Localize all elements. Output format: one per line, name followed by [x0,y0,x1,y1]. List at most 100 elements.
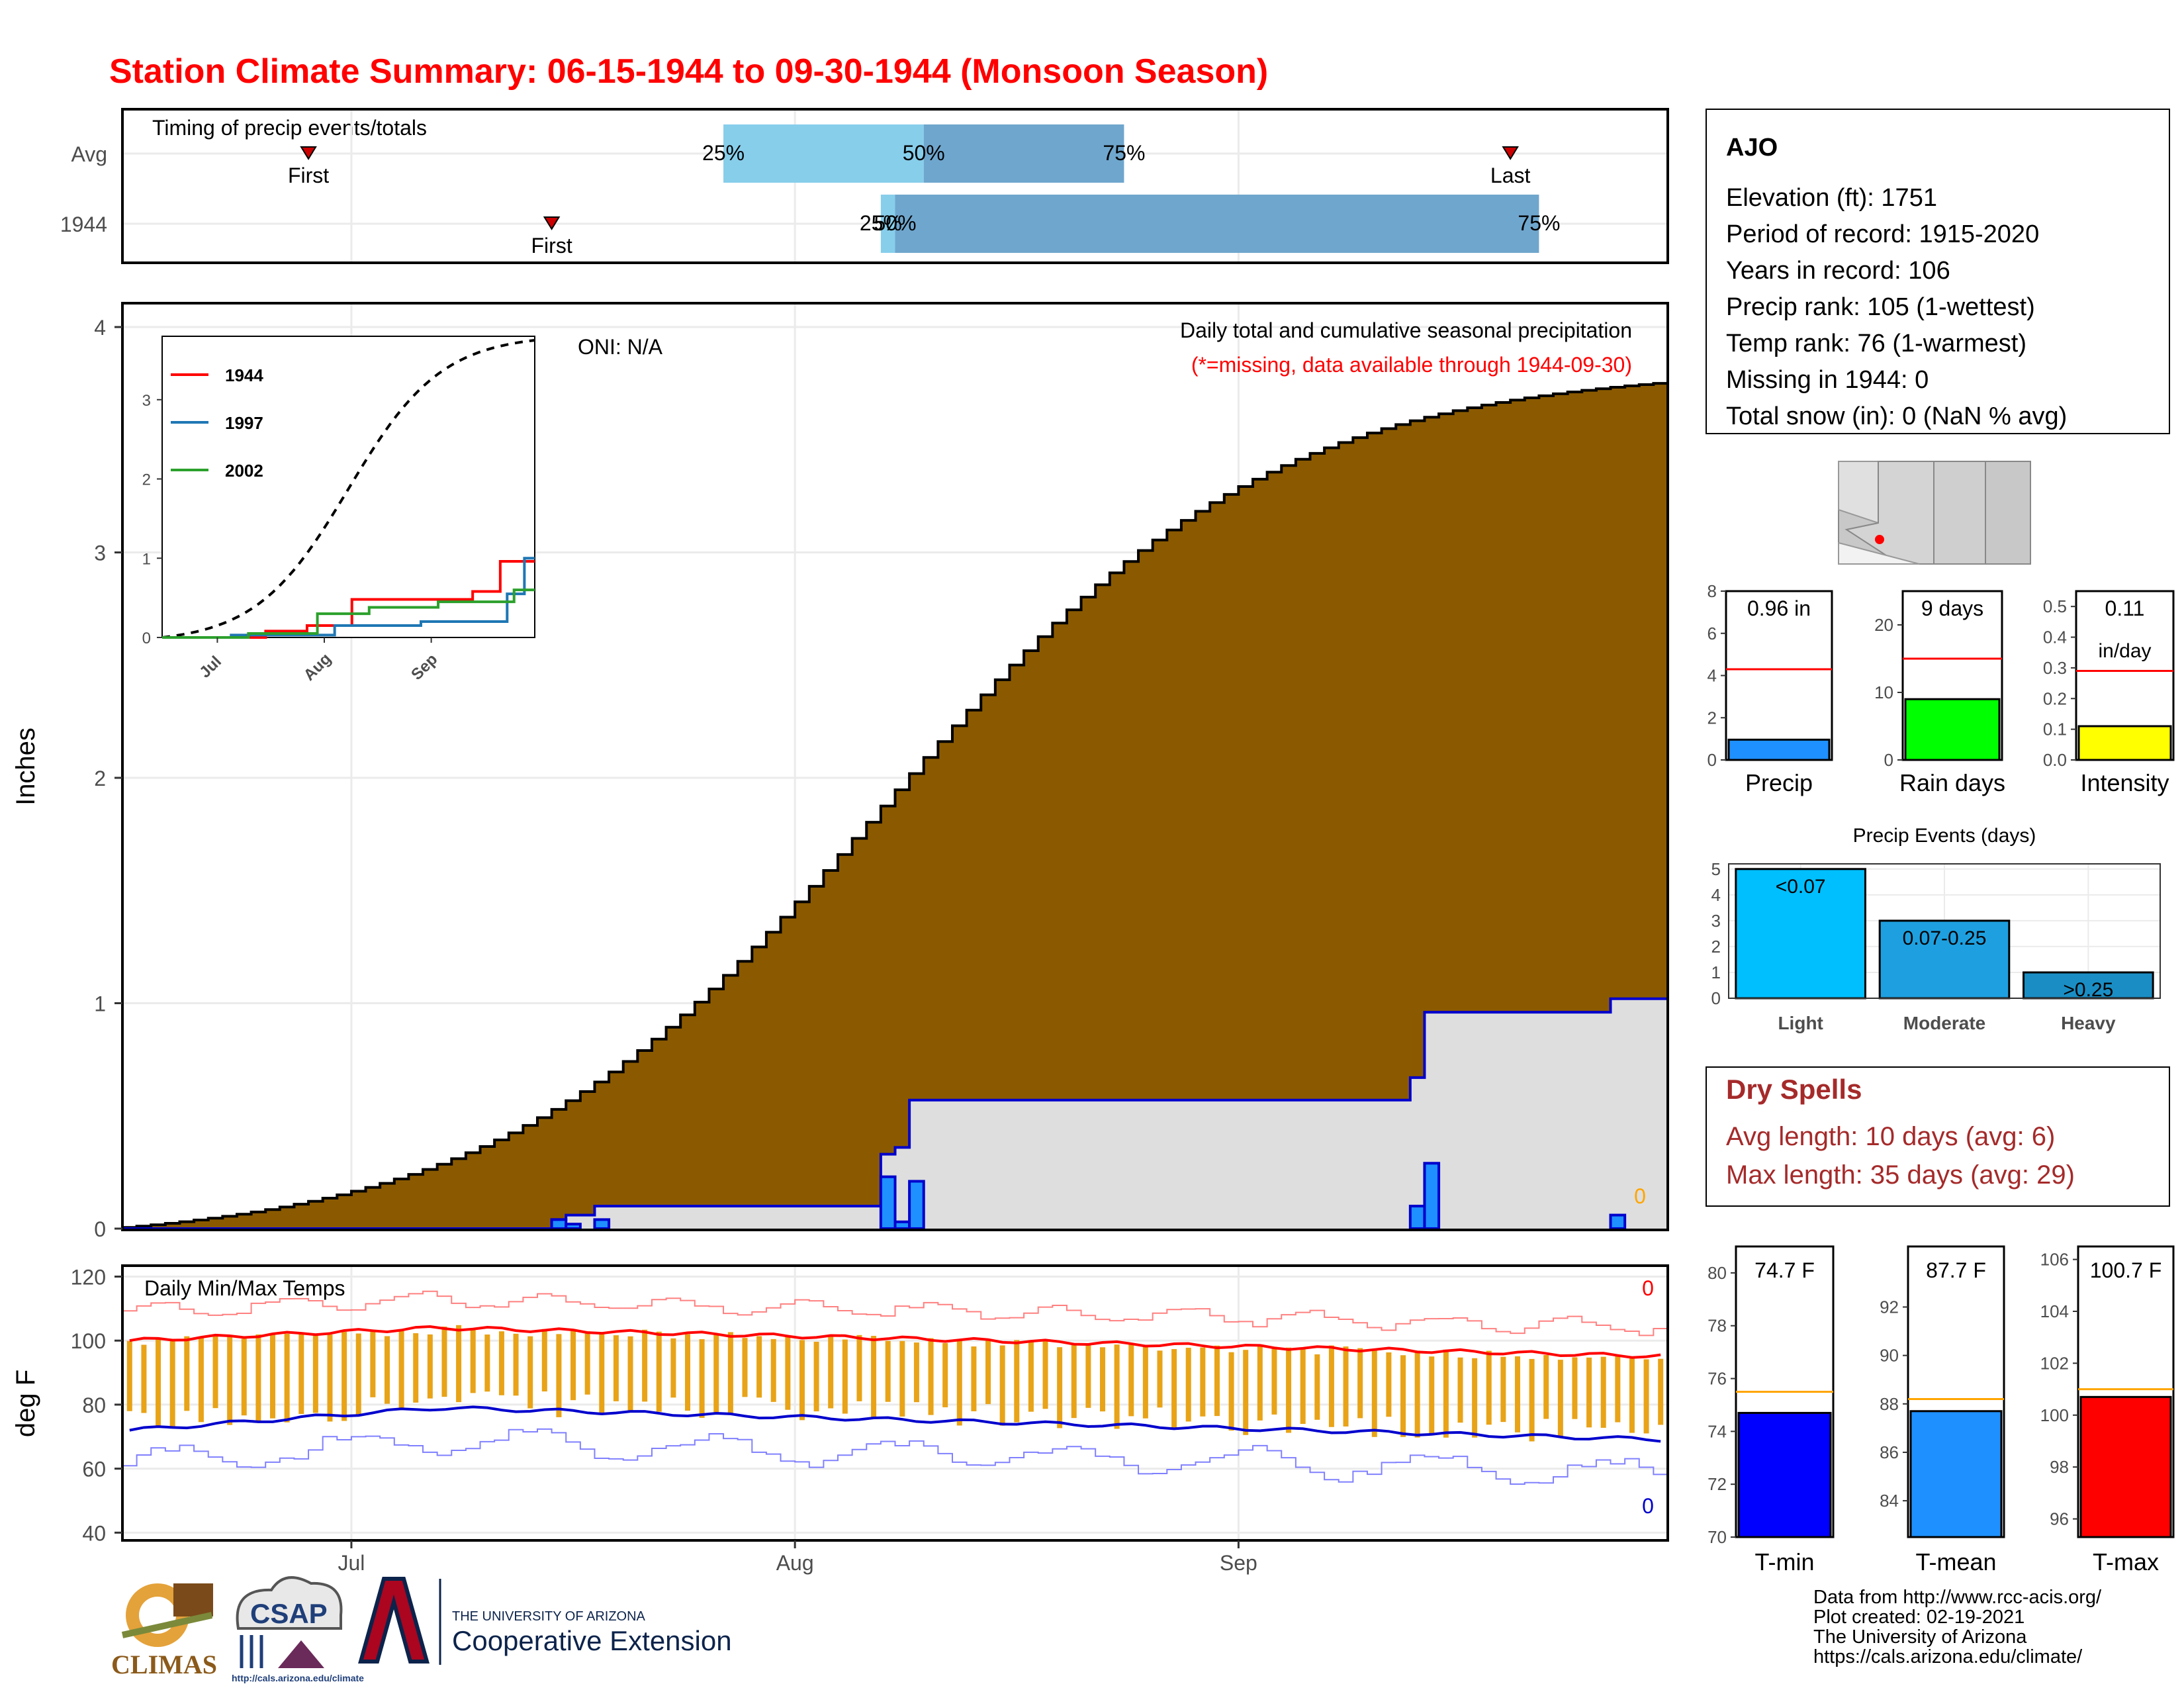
dry-spells-box: Dry Spells Avg length: 10 days (avg: 6) … [1706,1066,2170,1207]
cumulative-1944-area [122,998,1668,1229]
temp-panel: Daily Min/Max Temps 0 0 deg F 40 60 80 100 1… [11,1264,1669,1545]
daily-temp-bar [570,1331,576,1401]
dry-spells-title: Dry Spells [1726,1074,1862,1105]
daily-temp-bar [427,1334,433,1399]
temp-summary-ytick-label: 104 [2040,1301,2069,1321]
temp-summary-ytick-label: 72 [1707,1474,1727,1494]
temp-ytick-label: 100 [71,1329,106,1353]
temp-summary-bars: 74.7 F T-min 70 72 74 76 78 80 87.7 F T-mean 84 86 8… [1707,1245,2175,1575]
timing-bar-50-75 [895,195,1539,253]
daily-precip-bar [1423,1162,1441,1231]
temp-summary-ytick-label: 98 [2050,1457,2069,1477]
daily-temp-bar [1057,1347,1063,1429]
summary-bar-1 [1904,698,2001,761]
summary-axis-label: Intensity [2080,769,2169,796]
daily-temp-bar [1071,1344,1077,1419]
summary-ytick-label: 0.0 [2043,750,2067,770]
temp-summary-ytick-label: 106 [2040,1250,2069,1270]
daily-temp-bar [1200,1347,1206,1417]
x-tick-label: Jul [338,1551,365,1575]
precip-ytick-label: 1 [94,992,106,1016]
csap-url: http://cals.arizona.edu/climate [232,1673,364,1683]
daily-precip-bar [565,1223,582,1230]
daily-temp-bar [1572,1357,1578,1419]
daily-temp-bar [727,1332,733,1414]
dry-avg-length: Avg length: 10 days (avg: 6) [1726,1122,2055,1151]
precip-ytick-label: 2 [94,767,106,790]
timing-pct-label: 50% [903,141,945,165]
timing-pct-label: 75% [1103,141,1145,165]
daily-temp-bar [384,1336,390,1404]
csap-logo: CSAP http://cals.arizona.edu/climate [232,1576,364,1683]
daily-temp-bar [913,1342,919,1403]
summary-axis-label: Rain days [1899,769,2005,796]
daily-temp-bar [1357,1348,1363,1419]
events-bin-label: <0.07 [1776,876,1826,898]
daily-temp-bar [871,1336,877,1419]
timing-marker-first [300,146,317,160]
temp-summary-ytick-label: 76 [1707,1369,1727,1389]
daily-precip-bar [908,1180,925,1230]
daily-temp-bar [1386,1352,1392,1417]
daily-precip-bar [550,1218,568,1231]
precip-ytick-label: 0 [94,1217,106,1241]
inset-legend-label: 2002 [225,461,263,481]
daily-temp-bar [1658,1358,1664,1425]
events-title: Precip Events (days) [1853,825,2036,847]
temp-summary-ytick-label: 90 [1880,1346,1899,1366]
daily-temp-bar [1443,1349,1449,1438]
daily-temp-bar [856,1335,862,1401]
daily-temp-bar [1300,1348,1306,1425]
daily-temp-bar [556,1334,562,1417]
temp-summary-label: T-min [1755,1548,1815,1575]
daily-temp-bar [1128,1344,1134,1417]
temp-summary-bar-0 [1737,1411,1832,1538]
timing-pct-label: 25% [860,211,902,235]
events-ytick-label: 0 [1711,988,1721,1008]
timing-marker-last [1502,146,1519,160]
daily-temp-bar [1214,1345,1220,1417]
summary-ytick-label: 0 [1707,750,1717,770]
daily-temp-bar [770,1338,776,1402]
events-bar [2023,971,2154,1000]
station-location-marker [1875,535,1884,544]
daily-temp-bar [799,1340,805,1421]
daily-temp-bar [842,1339,848,1414]
temp-label: Daily Min/Max Temps [144,1276,345,1300]
daily-temp-bar [1157,1350,1163,1408]
timing-bar-25-50 [723,124,924,183]
footer-line-2: Plot created: 02-19-2021 [1813,1607,2025,1628]
temp-summary-ytick-label: 80 [1707,1263,1727,1283]
daily-temp-bar [1257,1345,1263,1421]
inset-ytick-label: 3 [142,392,151,410]
daily-temp-bar [1600,1356,1606,1428]
daily-temp-bar [470,1328,476,1393]
location-map [1838,461,2031,565]
daily-temp-bar [1615,1356,1621,1423]
inset-ytick-label: 2 [142,471,151,489]
daily-temp-bar [1185,1348,1191,1422]
inset-ytick-label: 0 [142,630,151,647]
daily-temp-bar [942,1342,948,1407]
timing-bar-50-75 [923,124,1124,183]
daily-temp-bar [1328,1345,1334,1427]
daily-temp-bar [1472,1358,1478,1438]
summary-axis-label: Precip [1745,769,1813,796]
daily-temp-bar [298,1333,304,1415]
daily-temp-bar [1028,1340,1034,1412]
footer-line-1: Data from http://www.rcc-acis.org/ [1813,1587,2102,1608]
daily-temp-bar [956,1340,962,1426]
temp-summary-ytick-label: 100 [2040,1405,2069,1425]
footer-line-3: The University of Arizona [1813,1626,2027,1648]
station-info-line: Missing in 1944: 0 [1726,366,1929,394]
daily-temp-bar [1586,1357,1592,1428]
csap-logo-text: CSAP [250,1598,328,1629]
station-name: AJO [1726,134,1778,162]
daily-temp-bar [1343,1346,1349,1427]
temp-summary-ytick-label: 96 [2050,1509,2069,1529]
logos: CLIMAS CSAP http://cals.arizona.edu/clim… [111,1576,732,1683]
daily-temp-bar [184,1336,190,1411]
daily-temp-bar [341,1331,347,1421]
daily-temp-bar [1514,1356,1520,1432]
